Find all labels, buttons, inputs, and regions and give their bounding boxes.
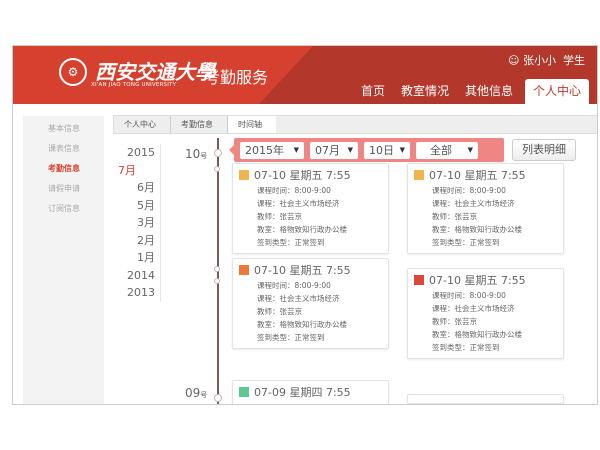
sidebar-item-attendance[interactable]: 考勤信息 — [48, 164, 80, 173]
record-card[interactable]: 07-10 星期五 7:55 课程时间：8:00-9:00 课程：社会主义市场经… — [232, 163, 389, 254]
day-label: 09号 — [185, 386, 208, 400]
university-logo-en: XI'AN JIAO TONG UNIVERSITY — [91, 82, 177, 88]
month-item[interactable]: 6月 — [137, 181, 155, 194]
month-select[interactable]: 07月 ▼ — [310, 141, 358, 159]
day-label: 10号 — [185, 147, 208, 161]
breadcrumb-personal[interactable]: 个人中心 — [114, 116, 171, 133]
university-seal-icon: ⚙ — [59, 58, 87, 86]
year-item[interactable]: 2014 — [127, 268, 155, 282]
record-icon — [414, 275, 424, 285]
year-item[interactable]: 2013 — [127, 286, 155, 299]
record-time: 课程时间：8:00-9:00 — [432, 186, 506, 195]
month-item[interactable]: 1月 — [137, 251, 155, 264]
record-icon — [414, 170, 424, 180]
record-teacher: 教师：张芸京 — [432, 212, 477, 221]
record-time: 课程时间：8:00-9:00 — [432, 291, 506, 300]
record-course: 课程：社会主义市场经济 — [257, 294, 340, 303]
record-teacher: 教师：张芸京 — [257, 212, 302, 221]
chevron-down-icon: ▼ — [293, 146, 299, 154]
type-select[interactable]: 全部 ▼ — [416, 141, 478, 159]
record-time: 课程时间：8:00-9:00 — [257, 281, 331, 290]
month-item[interactable]: 5月 — [137, 198, 155, 212]
day-select[interactable]: 10日 ▼ — [364, 141, 410, 159]
chevron-down-icon: ▼ — [399, 146, 405, 154]
record-type: 签到类型：正常签到 — [432, 238, 500, 247]
list-detail-button[interactable]: 列表明细 — [512, 139, 576, 161]
record-title: 07-10 星期五 7:55 — [429, 274, 526, 287]
breadcrumb-attendance[interactable]: 考勤信息 — [171, 116, 228, 133]
month-item[interactable]: 3月 — [137, 216, 155, 229]
timeline-dot — [214, 278, 220, 284]
record-room: 教室：格物致知行政办公楼 — [432, 225, 522, 234]
timeline-dot — [214, 394, 222, 402]
record-time: 课程时间：8:00-9:00 — [257, 186, 331, 195]
record-room: 教室：格物致知行政办公楼 — [257, 320, 347, 329]
header: ⚙ 西安交通大學 XI'AN JIAO TONG UNIVERSITY 考勤服务… — [13, 46, 597, 104]
sidebar-item-subscribe[interactable]: 订阅信息 — [48, 204, 80, 213]
record-teacher: 教师：张芸京 — [432, 317, 477, 326]
record-type: 签到类型：正常签到 — [257, 333, 325, 342]
record-teacher: 教师：张芸京 — [257, 307, 302, 316]
record-card[interactable]: 07-10 星期五 7:55 课程时间：8:00-9:00 课程：社会主义市场经… — [232, 258, 389, 349]
timeline-dot — [214, 149, 222, 157]
app-window: ⚙ 西安交通大學 XI'AN JIAO TONG UNIVERSITY 考勤服务… — [12, 45, 598, 405]
user-icon: ☺ — [508, 54, 520, 67]
record-card[interactable] — [407, 394, 564, 404]
nav-personal[interactable]: 个人中心 — [524, 79, 589, 104]
year-month-list: 2015 7月 6月 5月 3月 2月 1月 2014 2013 — [113, 144, 161, 302]
year-select[interactable]: 2015年 ▼ — [240, 141, 304, 159]
user-name: 张小小 — [523, 54, 556, 67]
record-course: 课程：社会主义市场经济 — [432, 199, 515, 208]
sidebar-item-basic[interactable]: 基本信息 — [48, 124, 80, 133]
record-title: 07-10 星期五 7:55 — [429, 169, 526, 182]
university-logo: 西安交通大學 — [95, 60, 215, 84]
date-filter-bar: 2015年 ▼ 07月 ▼ 10日 ▼ 全部 ▼ — [229, 138, 504, 162]
record-room: 教室：格物致知行政办公楼 — [432, 330, 522, 339]
record-type: 签到类型：正常签到 — [432, 343, 500, 352]
record-card[interactable]: 07-10 星期五 7:55 课程时间：8:00-9:00 课程：社会主义市场经… — [407, 268, 564, 359]
user-role: 学生 — [563, 54, 585, 67]
record-icon — [239, 265, 249, 275]
record-room: 教室：格物致知行政办公楼 — [257, 225, 347, 234]
record-card[interactable]: 07-09 星期四 7:55 — [232, 380, 389, 404]
month-item[interactable]: 7月 — [113, 161, 160, 179]
breadcrumb-timeline: 时间轴 — [228, 116, 276, 133]
nav-other[interactable]: 其他信息 — [464, 84, 513, 98]
sidebar-item-schedule[interactable]: 课表信息 — [48, 144, 80, 153]
year-item[interactable]: 2015 — [127, 146, 155, 159]
app-title: 考勤服务 — [204, 68, 269, 87]
record-title: 07-09 星期四 7:55 — [254, 386, 351, 399]
timeline-dot — [214, 166, 220, 172]
sidebar: 基本信息 课表信息 考勤信息 请假申请 订阅信息 — [23, 116, 104, 404]
nav-classroom[interactable]: 教室情况 — [400, 84, 449, 98]
record-course: 课程：社会主义市场经济 — [257, 199, 340, 208]
main-nav: 首页 教室情况 其他信息 个人中心 — [353, 79, 589, 104]
user-info[interactable]: ☺ 张小小 学生 — [508, 52, 585, 68]
month-item[interactable]: 2月 — [137, 233, 155, 247]
sidebar-item-leave[interactable]: 请假申请 — [48, 184, 80, 193]
record-title: 07-10 星期五 7:55 — [254, 264, 351, 277]
record-course: 课程：社会主义市场经济 — [432, 304, 515, 313]
breadcrumb: 个人中心 考勤信息 时间轴 — [113, 115, 597, 134]
record-icon — [239, 387, 249, 397]
record-icon — [239, 170, 249, 180]
record-type: 签到类型：正常签到 — [257, 238, 325, 247]
chevron-down-icon: ▼ — [467, 146, 473, 154]
nav-home[interactable]: 首页 — [360, 84, 385, 98]
chevron-down-icon: ▼ — [347, 146, 353, 154]
record-card[interactable]: 07-10 星期五 7:55 课程时间：8:00-9:00 课程：社会主义市场经… — [407, 163, 564, 254]
record-title: 07-10 星期五 7:55 — [254, 169, 351, 182]
timeline-dot — [214, 266, 220, 272]
